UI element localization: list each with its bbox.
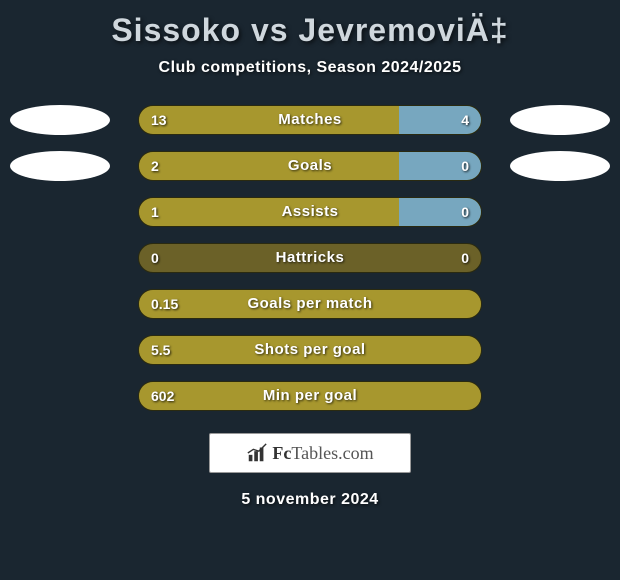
chart-icon xyxy=(246,442,268,464)
brand-bold: Fc xyxy=(272,443,291,463)
stat-label: Min per goal xyxy=(139,382,481,410)
stats-list: 134Matches 20Goals 10Assists 00Hattricks 0.1… xyxy=(0,105,620,411)
stat-label: Hattricks xyxy=(139,244,481,272)
stat-bar: 0.15Goals per match xyxy=(138,289,482,319)
brand-logo[interactable]: FcTables.com xyxy=(209,433,411,473)
footer-date: 5 november 2024 xyxy=(0,491,620,509)
page-title: Sissoko vs JevremoviÄ‡ xyxy=(0,12,620,49)
stat-row: 134Matches xyxy=(0,105,620,135)
stat-row: 0.15Goals per match xyxy=(0,289,620,319)
stat-bar: 00Hattricks xyxy=(138,243,482,273)
stat-label: Goals per match xyxy=(139,290,481,318)
player-head-left xyxy=(10,151,110,181)
stat-label: Assists xyxy=(139,198,481,226)
brand-rest: Tables.com xyxy=(291,443,373,463)
stat-bar: 20Goals xyxy=(138,151,482,181)
player-head-left xyxy=(10,105,110,135)
stat-label: Shots per goal xyxy=(139,336,481,364)
stat-label: Matches xyxy=(139,106,481,134)
stat-bar: 10Assists xyxy=(138,197,482,227)
comparison-card: Sissoko vs JevremoviÄ‡ Club competitions… xyxy=(0,12,620,580)
stat-row: 20Goals xyxy=(0,151,620,181)
stat-row: 602Min per goal xyxy=(0,381,620,411)
stat-label: Goals xyxy=(139,152,481,180)
brand-text: FcTables.com xyxy=(272,443,373,464)
stat-row: 10Assists xyxy=(0,197,620,227)
stat-row: 00Hattricks xyxy=(0,243,620,273)
page-subtitle: Club competitions, Season 2024/2025 xyxy=(0,59,620,77)
stat-bar: 5.5Shots per goal xyxy=(138,335,482,365)
stat-bar: 134Matches xyxy=(138,105,482,135)
stat-row: 5.5Shots per goal xyxy=(0,335,620,365)
player-head-right xyxy=(510,151,610,181)
player-head-right xyxy=(510,105,610,135)
stat-bar: 602Min per goal xyxy=(138,381,482,411)
